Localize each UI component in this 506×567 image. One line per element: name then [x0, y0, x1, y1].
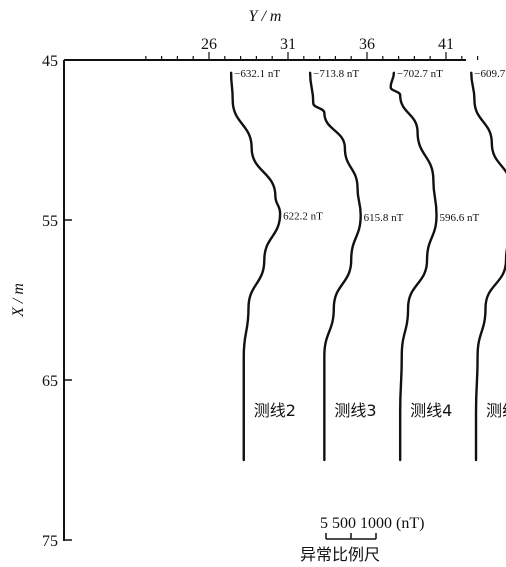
- x-axis-title: Y / m: [249, 8, 282, 25]
- curve-group: −632.1 nT 622.2 nT 测线2 −713.8 nT 615.8 nT 测线3…: [229, 68, 506, 462]
- scale-bar-numbers: 5 500 1000 (nT): [320, 515, 424, 532]
- x-tick-label: 41: [438, 36, 454, 53]
- profile-curve-3: [308, 71, 362, 462]
- series-name-label: 测线2: [254, 401, 296, 420]
- scale-bar-caption: 异常比例尺: [300, 545, 380, 564]
- y-tick-label: 45: [42, 53, 58, 70]
- peak-value-label: 622.2 nT: [283, 211, 323, 223]
- series-name-label: 测线3: [334, 401, 376, 420]
- peak-value-label: 596.6 nT: [440, 212, 480, 224]
- y-tick-label: 75: [42, 533, 58, 550]
- x-tick-label: 36: [359, 36, 375, 53]
- y-tick-group: 45 55 65 75: [42, 53, 72, 550]
- x-tick-label: 26: [201, 36, 217, 53]
- y-axis-title: X / m: [10, 283, 27, 318]
- y-tick-label: 55: [42, 213, 58, 230]
- x-tick-group: 26 31 36 41: [145, 36, 479, 60]
- scale-bar: 5 500 1000 (nT) 异常比例尺: [300, 515, 424, 564]
- y-tick-label: 65: [42, 373, 58, 390]
- peak-value-label: 615.8 nT: [364, 212, 404, 224]
- series-name-label: 测线5: [486, 401, 506, 420]
- profile-curve-2: [229, 71, 282, 462]
- profile-curve-4: [389, 71, 438, 462]
- x-tick-label: 31: [280, 36, 296, 53]
- top-value-label: −702.7 nT: [397, 68, 443, 80]
- profile-curve-5: [470, 71, 506, 462]
- top-value-label: −713.8 nT: [313, 68, 359, 80]
- series-name-label: 测线4: [410, 401, 452, 420]
- top-value-label: −609.7 nT: [474, 68, 506, 80]
- top-value-label: −632.1 nT: [234, 68, 280, 80]
